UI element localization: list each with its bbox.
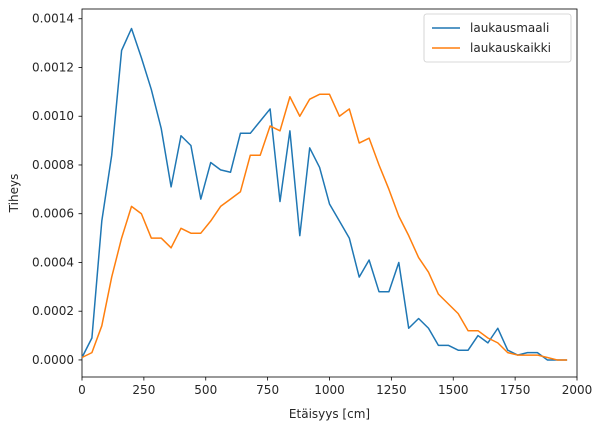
series-line-laukauskaikki [81, 93, 568, 361]
y-tick-label: 0.0012 [32, 60, 74, 74]
y-tick-label: 0.0014 [32, 12, 74, 26]
x-tick-label: 1250 [376, 383, 407, 397]
legend: laukausmaali laukauskaikki [423, 13, 572, 63]
x-axis-ticks: 0 250 500 750 1000 1250 1500 1750 2000 [78, 377, 592, 397]
series-line-laukausmaali [81, 27, 568, 361]
plot-area [81, 8, 578, 378]
x-tick-label: 1500 [438, 383, 469, 397]
y-tick-label: 0.0006 [32, 207, 74, 221]
y-tick-label: 0.0004 [32, 255, 74, 269]
series-lines [81, 27, 568, 361]
x-tick-label: 500 [194, 383, 217, 397]
y-tick-label: 0.0008 [32, 158, 74, 172]
x-tick-label: 1750 [500, 383, 531, 397]
x-tick-label: 250 [132, 383, 155, 397]
legend-box [423, 13, 572, 63]
legend-label: laukausmaali [470, 21, 549, 35]
y-axis-ticks: 0.0000 0.0002 0.0004 0.0006 0.0008 0.0010 0.00… [32, 12, 82, 367]
y-tick-label: 0.0000 [32, 353, 74, 367]
x-tick-label: 1000 [314, 383, 345, 397]
x-tick-label: 2000 [562, 383, 593, 397]
y-tick-label: 0.0010 [32, 109, 74, 123]
legend-label: laukauskaikki [470, 41, 551, 55]
x-tick-label: 0 [78, 383, 86, 397]
x-axis-label: Etäisyys [cm] [289, 407, 370, 421]
y-axis-label: Tiheys [7, 174, 21, 214]
y-tick-label: 0.0002 [32, 304, 74, 318]
x-tick-label: 750 [256, 383, 279, 397]
